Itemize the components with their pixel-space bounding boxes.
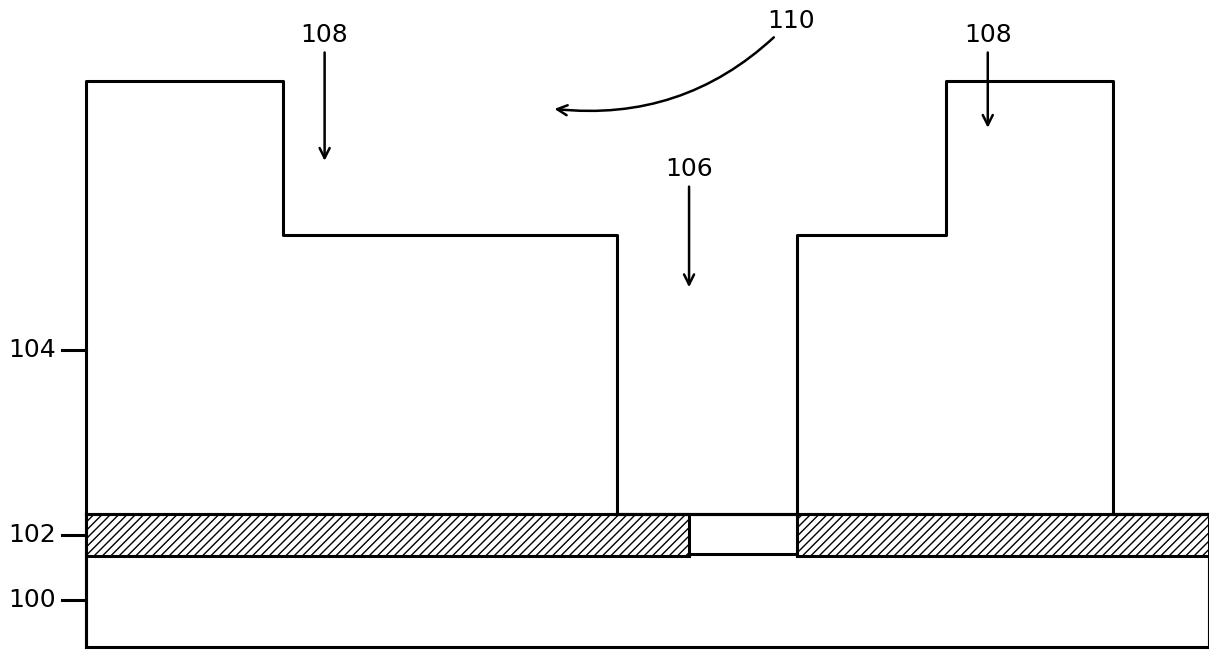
Text: 104: 104 <box>8 339 56 363</box>
Text: 108: 108 <box>301 23 348 158</box>
Bar <box>86 514 689 556</box>
Text: 108: 108 <box>964 23 1012 125</box>
Text: 100: 100 <box>8 588 56 612</box>
Text: 106: 106 <box>665 157 713 285</box>
Text: 110: 110 <box>557 9 814 115</box>
Bar <box>86 554 1209 647</box>
Text: 102: 102 <box>8 523 56 547</box>
Bar <box>797 514 1213 556</box>
